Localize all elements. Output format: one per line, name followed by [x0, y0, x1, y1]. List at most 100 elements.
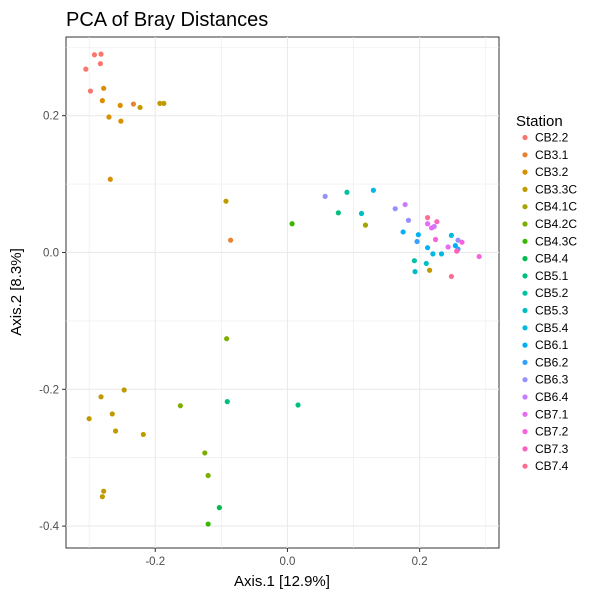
point-CB7.4 [425, 214, 431, 221]
y-tick-label: 0.2 [43, 111, 59, 123]
legend-title: Station [516, 113, 563, 130]
point-CB5.1 [295, 402, 301, 408]
point-CB6.1 [415, 232, 421, 238]
point-CB3.3C [99, 494, 105, 500]
y-tick-label: -0.2 [39, 384, 59, 396]
point-CB5.2 [344, 189, 350, 195]
legend-label-CB7.1: CB7.1 [535, 407, 569, 421]
legend-key-CB3.3C [522, 186, 528, 192]
point-CB3.3C [86, 416, 92, 422]
chart-title: PCA of Bray Distances [66, 9, 268, 31]
legend-key-CB4.2C [522, 221, 528, 227]
point-CB5.4 [430, 251, 436, 257]
legend-label-CB4.4: CB4.4 [535, 252, 569, 266]
legend-key-CB7.1 [522, 411, 528, 417]
point-CB2.2 [91, 52, 98, 58]
point-CB3.2 [99, 98, 105, 104]
point-CB7.2 [476, 253, 482, 260]
legend-key-CB3.1 [522, 152, 528, 158]
point-CB4.2C [177, 403, 183, 409]
x-axis-title: Axis.1 [12.9%] [234, 573, 330, 590]
legend-key-CB6.2 [522, 359, 528, 365]
point-CB3.3C [140, 431, 146, 438]
legend-key-CB4.4 [522, 256, 528, 262]
point-CB3.3C [101, 488, 107, 494]
legend-key-CB7.4 [522, 463, 528, 469]
point-CB3.3C [137, 104, 143, 111]
point-CB3.2 [117, 102, 123, 109]
legend-key-CB3.2 [522, 169, 528, 175]
legend-label-CB3.2: CB3.2 [535, 165, 569, 179]
point-CB7.1 [445, 244, 451, 250]
legend-key-CB5.3 [522, 307, 528, 314]
legend-label-CB6.1: CB6.1 [535, 338, 569, 352]
point-CB6.3 [455, 237, 461, 243]
legend-label-CB5.1: CB5.1 [535, 269, 569, 283]
point-CB6.3 [405, 217, 412, 223]
point-CB5.4 [448, 232, 455, 238]
x-axis-ticks: -0.2 0.0 0.2 [145, 548, 428, 568]
point-CB6.1 [425, 245, 431, 251]
point-CB3.3C [161, 100, 167, 106]
legend-label-CB3.1: CB3.1 [535, 148, 569, 162]
grid-lines [66, 37, 499, 548]
legend-label-CB3.3C: CB3.3C [535, 182, 577, 196]
point-CB3.3C [426, 267, 433, 273]
legend-label-CB4.2C: CB4.2C [535, 217, 577, 231]
point-CB4.4 [216, 505, 222, 511]
legend-label-CB7.4: CB7.4 [535, 459, 569, 473]
legend-label-CB5.2: CB5.2 [535, 286, 569, 300]
point-CB4.3C [205, 521, 211, 527]
point-CB3.3C [109, 411, 115, 417]
legend-label-CB4.3C: CB4.3C [535, 234, 577, 248]
point-CB3.2 [106, 114, 112, 120]
legend-key-CB2.2 [522, 134, 528, 141]
point-CB5.3 [358, 210, 365, 217]
point-CB3.1 [130, 101, 137, 107]
legend-key-CB6.1 [522, 342, 528, 348]
point-CB3.3C [223, 198, 229, 204]
point-CB7.2 [432, 236, 439, 243]
legend-label-CB6.3: CB6.3 [535, 373, 569, 387]
point-CB3.2 [101, 85, 107, 91]
y-tick-label: -0.4 [39, 521, 59, 533]
data-points [83, 51, 482, 527]
point-CB6.2 [414, 238, 420, 245]
point-CB5.1 [335, 210, 341, 216]
x-tick-label: 0.2 [412, 556, 428, 568]
point-CB5.3 [423, 260, 429, 267]
point-CB3.3C [157, 100, 163, 106]
point-CB2.2 [83, 66, 89, 72]
legend-label-CB6.2: CB6.2 [535, 355, 569, 369]
point-CB3.2 [107, 176, 113, 182]
point-CB5.1 [224, 399, 230, 405]
y-axis-ticks: 0.2 0.0 -0.2 -0.4 [39, 111, 66, 533]
plot-panel [65, 36, 500, 549]
legend-key-CB7.2 [522, 429, 528, 435]
legend-key-CB6.3 [522, 377, 528, 383]
point-CB4.2C [202, 450, 208, 456]
point-CB4.1C [362, 222, 369, 228]
point-CB7.4 [448, 273, 455, 280]
point-CB6.4 [402, 201, 408, 208]
point-CB5.2 [411, 258, 417, 264]
point-CB2.2 [87, 88, 94, 94]
legend-key-CB5.1 [522, 273, 528, 279]
point-CB7.1 [428, 225, 435, 231]
point-CB4.2C [205, 472, 211, 479]
point-CB2.2 [98, 51, 104, 57]
point-CB3.2 [118, 118, 124, 124]
point-CB3.3C [98, 394, 104, 400]
point-CB7.2 [459, 239, 465, 245]
legend-key-CB5.2 [522, 290, 528, 296]
legend-key-CB5.4 [522, 325, 528, 331]
point-CB6.3 [392, 206, 398, 212]
x-tick-label: 0.0 [279, 556, 295, 568]
point-CB3.1 [228, 237, 234, 243]
point-CB5.4 [370, 187, 376, 193]
x-tick-label: -0.2 [145, 556, 165, 568]
point-CB5.3 [412, 269, 418, 275]
legend-label-CB5.3: CB5.3 [535, 304, 569, 318]
legend-key-CB4.3C [522, 238, 528, 244]
